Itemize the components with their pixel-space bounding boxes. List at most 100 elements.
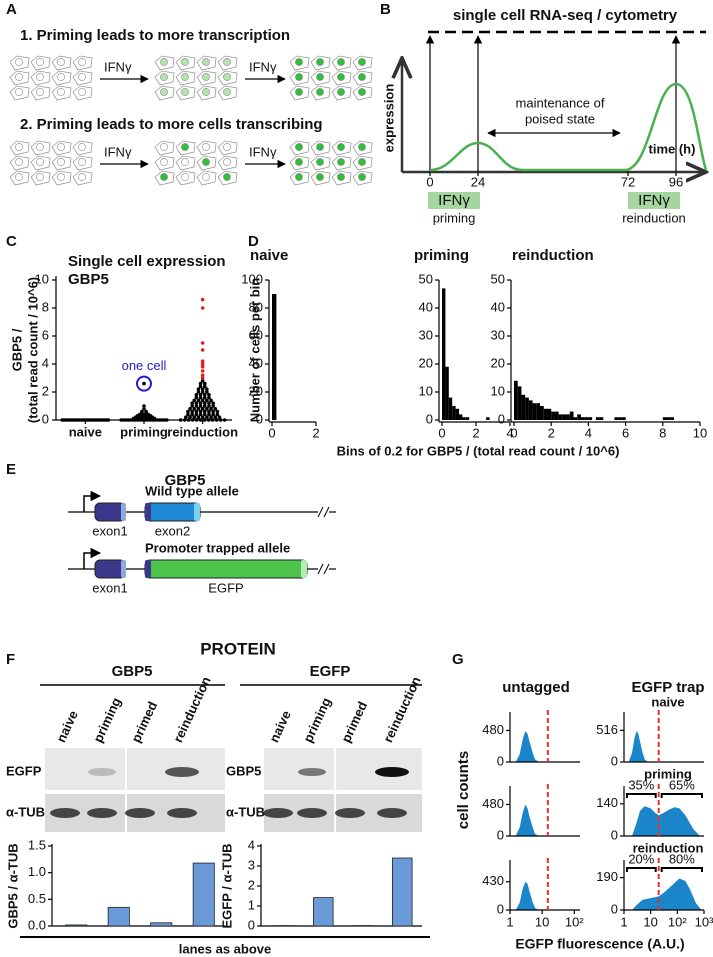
data-point (198, 404, 203, 408)
cell-outline (331, 155, 352, 171)
cell-outline (289, 170, 310, 186)
cell-outline (72, 70, 93, 86)
data-point (200, 415, 205, 420)
data-point (213, 407, 218, 411)
data-point (184, 415, 188, 420)
y-axis-label: (total read count / 10^6) (25, 277, 40, 423)
cell-outline (352, 155, 373, 171)
data-point (202, 384, 207, 389)
x-tick-label: 4 (585, 425, 592, 440)
cell-nucleus (316, 143, 324, 151)
cell-nucleus (181, 58, 189, 66)
data-point (186, 418, 191, 422)
cell-nucleus (358, 158, 366, 166)
x-tick-label: naive (69, 424, 102, 439)
data-point (188, 407, 192, 411)
cell-outline (30, 140, 51, 156)
histogram-bar (517, 386, 522, 420)
time-tick-label: 24 (471, 174, 485, 189)
band (377, 808, 407, 818)
cell-nucleus (295, 73, 303, 81)
y-tick-label: 80 (249, 299, 263, 314)
lane-label: primed (128, 699, 160, 745)
chart-title: reinduction (512, 247, 594, 264)
lane-label: priming (90, 695, 124, 745)
cell-outline (175, 155, 196, 171)
lane-label: primed (338, 699, 370, 745)
cell-outline (51, 85, 72, 101)
histogram-area (515, 881, 540, 910)
histogram-bar (580, 417, 585, 420)
data-point (200, 390, 205, 394)
data-point (140, 409, 144, 414)
data-point (194, 418, 199, 422)
histogram-area (515, 731, 540, 762)
annotation-circle (136, 375, 152, 392)
data-point (194, 401, 199, 406)
cell-outline (289, 155, 310, 171)
gate-label: 65% (669, 777, 695, 792)
data-point (192, 415, 197, 420)
data-point (200, 365, 205, 369)
y-tick-label: 3 (248, 857, 255, 872)
band (125, 808, 155, 818)
data-point (198, 412, 203, 417)
cell-outline (196, 170, 217, 186)
data-point (211, 404, 215, 408)
lane-label: naive (266, 708, 294, 744)
y-tick-label: 20 (419, 355, 433, 370)
annotation: poised state (525, 111, 595, 126)
cell-nucleus (337, 173, 345, 181)
data-point (165, 418, 169, 422)
cell-outline (352, 140, 373, 156)
y-tick-label: 40 (249, 355, 263, 370)
cell-outline (154, 70, 175, 86)
expression-curve (429, 82, 708, 172)
cell-nucleus (295, 58, 303, 66)
cell-nucleus (223, 88, 231, 96)
cell-outline (30, 85, 51, 101)
data-point (217, 415, 222, 420)
y-tick-label: 516 (596, 722, 618, 737)
y-axis-label: GBP5 / α-TUB (5, 843, 20, 928)
cell-nucleus (15, 158, 23, 166)
row-label: priming (644, 766, 692, 781)
time-tick-label: 96 (669, 174, 683, 189)
cell-nucleus (202, 143, 210, 151)
histogram-bar (455, 408, 459, 420)
footer-label: lanes as above (179, 941, 272, 956)
data-point (200, 362, 205, 366)
y-tick-label: 0 (426, 411, 433, 426)
y-tick-label: 0 (611, 827, 618, 842)
cell-nucleus (181, 88, 189, 96)
cell-nucleus (316, 173, 324, 181)
exon-start (145, 503, 151, 521)
data-point (205, 398, 209, 403)
panel-letter: B (380, 1, 391, 18)
cell-nucleus (358, 58, 366, 66)
y-tick-label: 430 (482, 873, 504, 888)
treatment-caption: priming (433, 210, 476, 225)
cell-outline (9, 170, 30, 186)
cell-nucleus (202, 158, 210, 166)
data-point (202, 401, 207, 406)
cell-outline (51, 155, 72, 171)
cell-nucleus (36, 158, 44, 166)
y-tick-label: 0.5 (28, 891, 46, 906)
cell-outline (30, 170, 51, 186)
band (263, 808, 293, 818)
band (167, 808, 197, 818)
histogram-bar (551, 411, 555, 420)
cell-outline (9, 70, 30, 86)
data-point (196, 387, 201, 392)
cell-outline (196, 140, 217, 156)
histogram-bar (540, 406, 544, 420)
histogram-bar (621, 417, 626, 420)
y-tick-label: 0 (497, 901, 504, 916)
histogram-bar (562, 414, 567, 420)
cell-outline (289, 55, 310, 71)
data-point (200, 398, 205, 403)
histogram-bar (666, 417, 671, 420)
bar (192, 862, 215, 927)
cell-nucleus (295, 88, 303, 96)
